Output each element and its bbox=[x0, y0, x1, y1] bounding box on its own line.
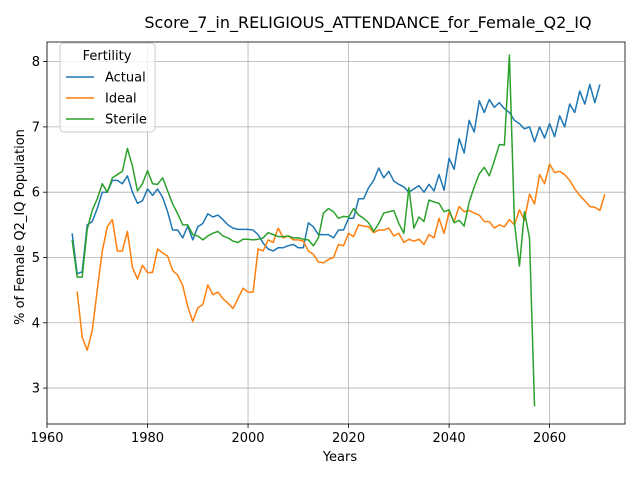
legend-box bbox=[59, 42, 156, 133]
legend: Fertility Actual Ideal Sterile bbox=[59, 42, 156, 133]
legend-items: Actual Ideal Sterile bbox=[66, 71, 147, 128]
legend-title: Fertility bbox=[83, 49, 132, 64]
y-tick-label: 4 bbox=[32, 316, 40, 331]
x-axis-ticks: 1960 1980 2000 2020 2040 2060 bbox=[30, 424, 566, 446]
legend-label-ideal: Ideal bbox=[105, 92, 137, 107]
x-tick-label: 2000 bbox=[231, 431, 264, 446]
series-lines bbox=[71, 54, 606, 407]
x-axis-label: Years bbox=[322, 450, 358, 465]
y-axis-ticks: 3 4 5 6 7 8 bbox=[32, 55, 47, 397]
x-tick-label: 1980 bbox=[131, 431, 164, 446]
legend-label-sterile: Sterile bbox=[105, 113, 147, 128]
y-tick-label: 7 bbox=[32, 120, 40, 135]
y-tick-label: 8 bbox=[32, 55, 40, 70]
x-tick-label: 2040 bbox=[433, 431, 466, 446]
plot-area-frame bbox=[46, 41, 626, 425]
y-axis-label: % of Female Q2_IQ Population bbox=[13, 129, 28, 325]
y-tick-label: 3 bbox=[32, 382, 40, 397]
legend-label-actual: Actual bbox=[105, 71, 146, 86]
x-tick-label: 2060 bbox=[533, 431, 566, 446]
series-line-sterile bbox=[71, 54, 536, 407]
x-tick-label: 1960 bbox=[30, 431, 63, 446]
chart-title: Score_7_in_RELIGIOUS_ATTENDANCE_for_Fema… bbox=[144, 13, 591, 33]
x-tick-label: 2020 bbox=[332, 431, 365, 446]
y-tick-label: 6 bbox=[32, 186, 40, 201]
series-line-ideal bbox=[76, 163, 606, 351]
y-tick-label: 5 bbox=[32, 251, 40, 266]
